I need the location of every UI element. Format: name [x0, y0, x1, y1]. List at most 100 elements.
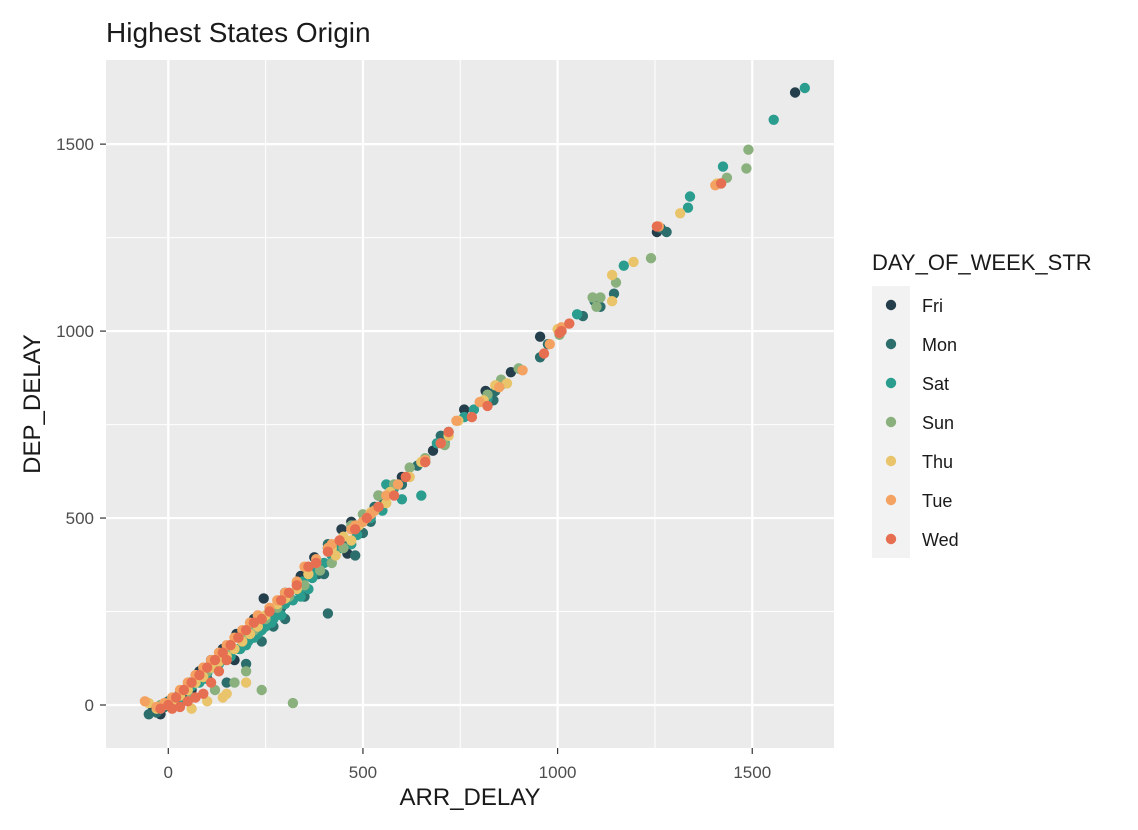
plot-panel: [106, 60, 834, 748]
point-wed: [248, 617, 260, 628]
point-sat: [396, 494, 408, 505]
point-mon: [240, 658, 252, 670]
point-wed: [167, 703, 178, 714]
legend-key-sat: [885, 377, 897, 389]
point-wed: [264, 606, 275, 617]
point-sun: [299, 580, 310, 591]
y-tick-label: 0: [85, 696, 94, 715]
point-wed: [225, 640, 236, 651]
legend-key-mon: [885, 338, 897, 350]
point-wed: [221, 654, 232, 666]
point-wed: [198, 688, 209, 699]
point-wed: [233, 632, 244, 643]
point-thu: [217, 692, 228, 703]
point-thu: [240, 677, 252, 688]
point-sun: [287, 697, 299, 709]
point-wed: [350, 524, 361, 535]
point-sun: [404, 462, 415, 473]
point-wed: [373, 501, 384, 512]
x-axis-title: ARR_DELAY: [400, 784, 541, 811]
x-tick-label: 500: [349, 763, 377, 782]
point-wed: [361, 512, 372, 524]
point-tue: [474, 396, 485, 408]
point-fri: [789, 87, 801, 98]
point-sat: [618, 260, 629, 271]
point-sat: [571, 309, 583, 320]
point-fri: [258, 593, 269, 604]
point-wed: [322, 546, 334, 557]
point-mon: [322, 608, 334, 619]
x-tick-label: 1500: [733, 763, 771, 782]
point-tue: [494, 382, 505, 393]
point-wed: [178, 684, 190, 696]
point-wed: [435, 438, 446, 449]
point-wed: [155, 703, 166, 714]
legend-label-sat: Sat: [922, 374, 949, 394]
point-sun: [256, 684, 267, 696]
point-wed: [311, 557, 322, 569]
data-points: [139, 82, 810, 720]
point-thu: [606, 269, 618, 281]
legend-label-sun: Sun: [922, 413, 954, 433]
point-wed: [334, 535, 345, 546]
point-fri: [459, 404, 470, 415]
point-wed: [240, 625, 252, 636]
x-tick-label: 1000: [539, 763, 577, 782]
point-mon: [221, 677, 232, 688]
point-wed: [213, 666, 225, 677]
point-wed: [538, 348, 550, 359]
point-wed: [400, 471, 411, 483]
legend-label-fri: Fri: [922, 296, 943, 316]
point-fri: [505, 367, 517, 378]
point-wed: [205, 677, 217, 688]
point-tue: [451, 415, 462, 426]
point-wed: [443, 426, 454, 438]
point-wed: [651, 221, 663, 232]
point-wed: [388, 490, 400, 501]
point-wed: [186, 677, 197, 688]
point-wed: [170, 692, 182, 703]
point-wed: [256, 613, 267, 625]
legend-title: DAY_OF_WEEK_STR: [872, 250, 1092, 275]
legend-key-sun: [885, 416, 897, 428]
point-mon: [350, 550, 361, 561]
legend-label-wed: Wed: [922, 530, 959, 550]
legend: Fri Mon Sat Sun Thu Tue Wed: [872, 286, 959, 558]
point-sun: [743, 144, 754, 155]
point-thu: [501, 378, 513, 389]
point-wed: [182, 696, 193, 707]
point-wed: [190, 692, 201, 703]
point-sun: [240, 666, 252, 677]
point-thu: [606, 296, 618, 307]
point-tue: [139, 696, 151, 707]
point-wed: [202, 662, 213, 673]
point-mon: [143, 709, 154, 720]
point-wed: [564, 318, 575, 329]
legend-label-tue: Tue: [922, 491, 952, 511]
point-tue: [517, 365, 528, 376]
point-wed: [194, 669, 205, 681]
point-thu: [628, 256, 639, 268]
y-tick-label: 1000: [56, 322, 94, 341]
point-sat: [682, 202, 694, 213]
legend-label-mon: Mon: [922, 335, 957, 355]
point-sun: [587, 292, 598, 303]
point-sat: [799, 82, 810, 94]
point-tue: [544, 339, 555, 350]
point-thu: [675, 208, 686, 219]
point-wed: [283, 587, 295, 598]
point-wed: [420, 456, 431, 468]
point-sun: [595, 292, 606, 303]
point-wed: [209, 654, 221, 666]
point-wed: [715, 178, 727, 189]
point-wed: [556, 325, 567, 337]
point-sun: [229, 677, 240, 688]
y-axis-ticks: 0 500 1000 1500: [56, 135, 106, 715]
point-tue: [392, 479, 404, 490]
chart-title: Highest States Origin: [106, 17, 371, 48]
y-tick-label: 1500: [56, 135, 94, 154]
y-tick-label: 500: [66, 509, 94, 528]
point-wed: [291, 580, 302, 591]
point-fri: [534, 331, 546, 342]
